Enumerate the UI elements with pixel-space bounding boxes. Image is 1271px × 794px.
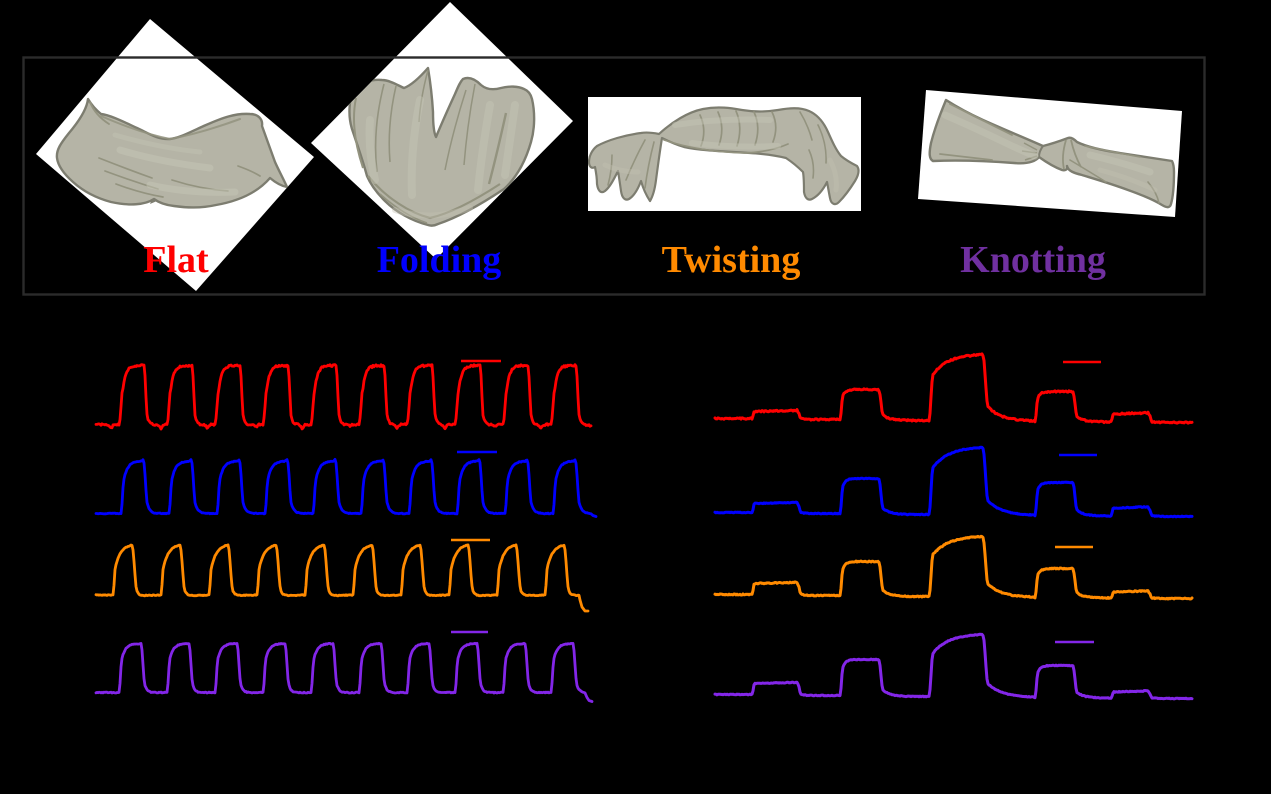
svg-text:Folding: Folding xyxy=(377,239,502,281)
svg-text:Flat: Flat xyxy=(143,239,209,281)
svg-text:Knotting: Knotting xyxy=(960,239,1106,281)
svg-text:Twisting: Twisting xyxy=(662,239,801,281)
